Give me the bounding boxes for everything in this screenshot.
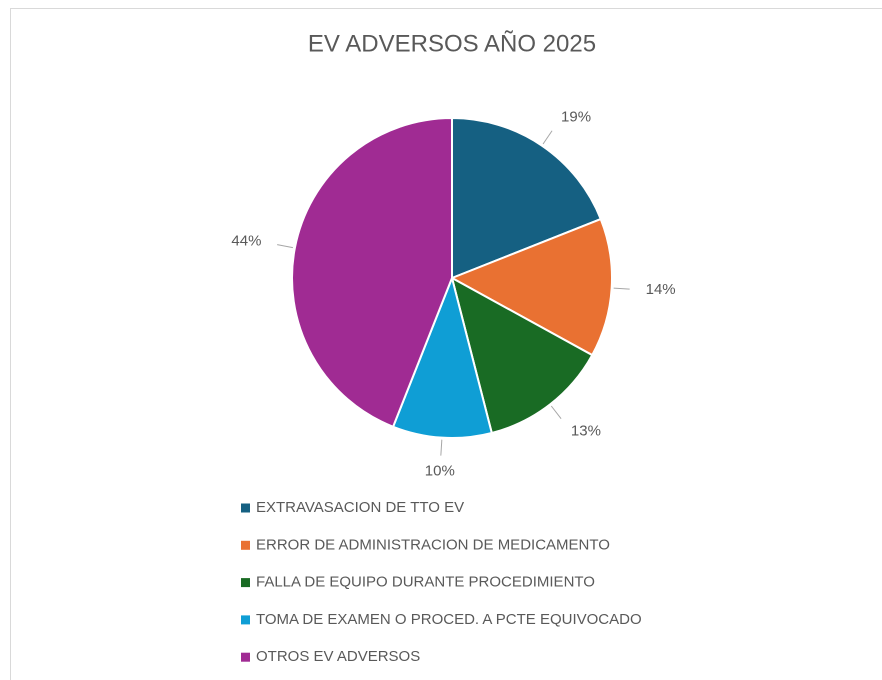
data-label: 19% — [561, 109, 591, 126]
leader-line — [613, 287, 630, 290]
pie-slice — [451, 116, 603, 280]
leader-line — [277, 244, 293, 249]
pie-slice — [291, 116, 453, 429]
leader-line — [542, 130, 553, 145]
pie-slice — [391, 274, 494, 439]
data-label: 13% — [571, 422, 601, 439]
data-label: 14% — [646, 281, 676, 298]
data-label: 44% — [231, 233, 261, 250]
data-label: 10% — [425, 463, 455, 480]
leader-line — [440, 439, 443, 456]
legend-label: OTROS EV ADVERSOS — [256, 648, 420, 665]
pie-slice — [449, 217, 613, 357]
pie-slice — [450, 276, 594, 435]
legend-swatch — [241, 578, 250, 588]
legend-swatch — [241, 615, 250, 625]
legend-swatch — [241, 652, 250, 662]
legend-label: ERROR DE ADMINISTRACION DE MEDICAMENTO — [256, 536, 610, 553]
legend-swatch — [241, 540, 250, 550]
legend-label: EXTRAVASACION DE TTO EV — [256, 499, 464, 516]
legend-label: FALLA DE EQUIPO DURANTE PROCEDIMIENTO — [256, 574, 595, 591]
chart-title: EV ADVERSOS AÑO 2025 — [308, 30, 596, 57]
legend-label: TOMA DE EXAMEN O PROCED. A PCTE EQUIVOCA… — [256, 611, 642, 628]
leader-line — [550, 405, 562, 419]
legend-swatch — [241, 503, 250, 513]
